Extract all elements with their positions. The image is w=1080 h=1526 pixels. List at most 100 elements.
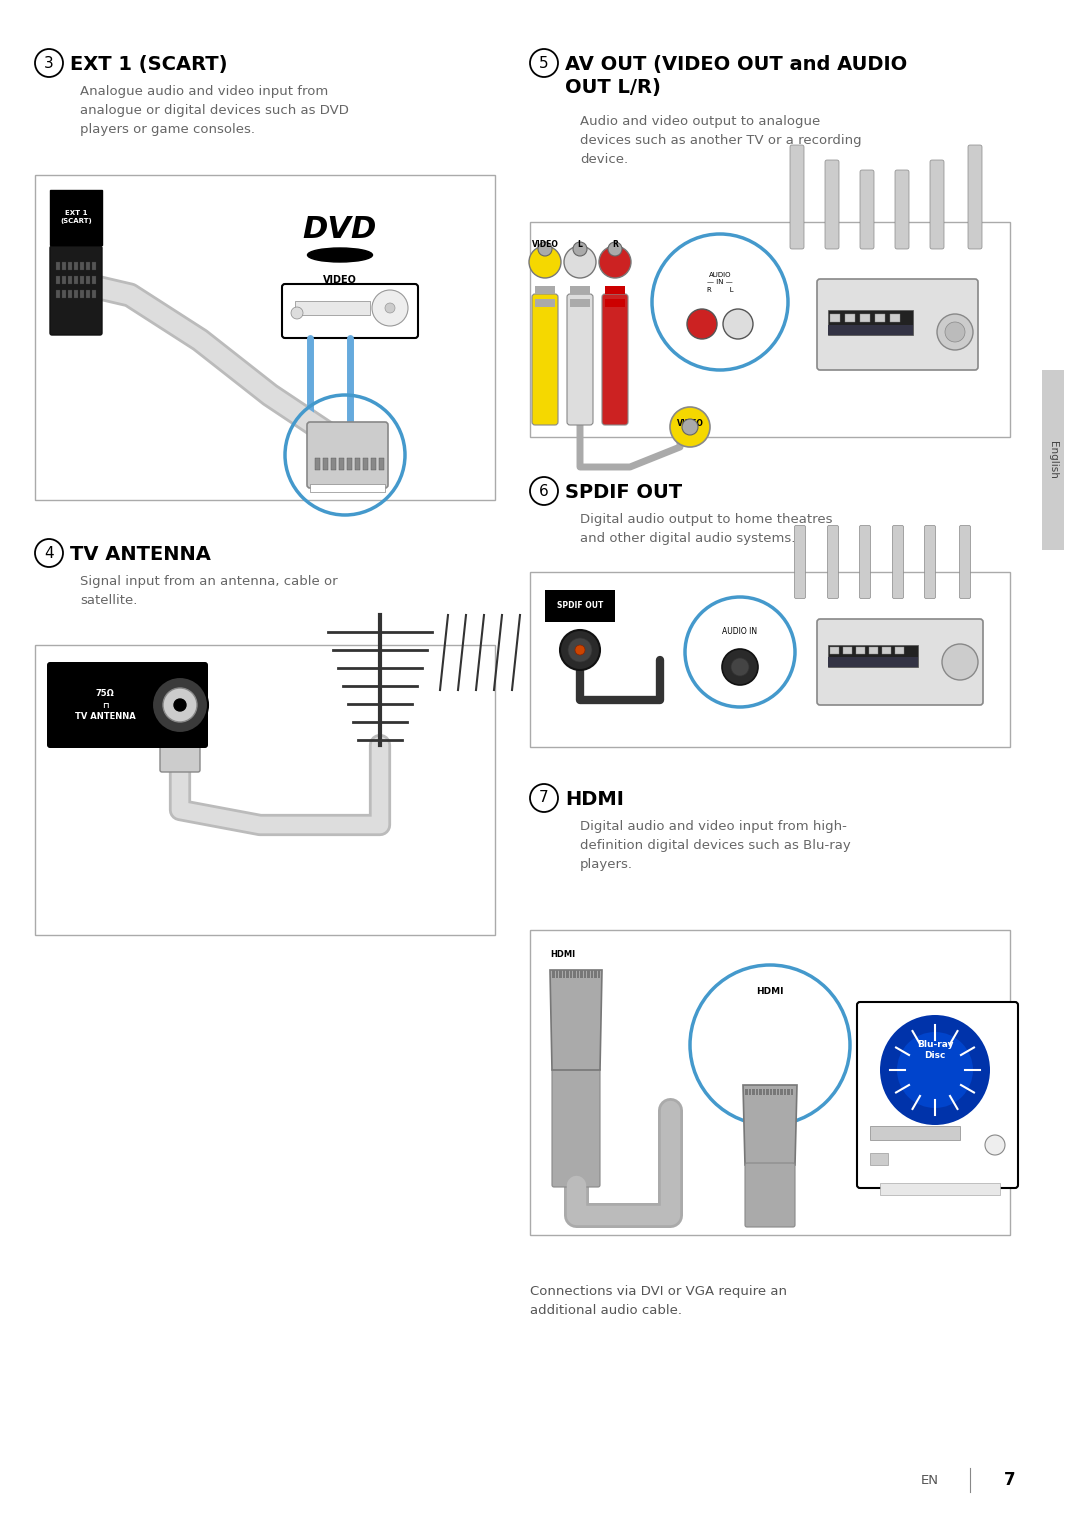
Circle shape — [723, 649, 758, 685]
Bar — [62, 262, 66, 270]
Bar — [831, 647, 839, 655]
Text: EXT 1 (SCART): EXT 1 (SCART) — [70, 55, 228, 73]
Bar — [882, 647, 891, 655]
Circle shape — [945, 322, 966, 342]
Bar — [552, 971, 554, 978]
Circle shape — [937, 314, 973, 349]
Circle shape — [573, 243, 588, 256]
FancyBboxPatch shape — [795, 525, 806, 598]
Text: DVD: DVD — [302, 215, 377, 244]
Circle shape — [897, 1032, 973, 1108]
Bar — [56, 290, 60, 298]
Bar — [895, 647, 904, 655]
Text: EXT 1
(SCART): EXT 1 (SCART) — [60, 211, 92, 224]
Bar — [870, 1126, 960, 1140]
Bar — [570, 285, 590, 295]
Circle shape — [681, 420, 698, 435]
Circle shape — [731, 658, 750, 676]
Circle shape — [529, 246, 561, 278]
FancyBboxPatch shape — [282, 284, 418, 337]
Bar — [68, 290, 72, 298]
Bar — [569, 971, 572, 978]
Bar — [535, 299, 555, 307]
Bar — [355, 458, 360, 470]
Text: 3: 3 — [44, 55, 54, 70]
Text: Audio and video output to analogue
devices such as another TV or a recording
dev: Audio and video output to analogue devic… — [580, 114, 862, 166]
Bar — [828, 310, 913, 336]
Bar — [86, 276, 90, 284]
Bar — [766, 1090, 769, 1096]
Bar — [880, 1183, 1000, 1195]
Bar — [752, 1090, 755, 1096]
Bar — [870, 1154, 888, 1164]
Polygon shape — [550, 971, 602, 1070]
FancyBboxPatch shape — [816, 620, 983, 705]
FancyBboxPatch shape — [892, 525, 904, 598]
Bar — [555, 971, 558, 978]
Bar — [588, 971, 590, 978]
Bar — [597, 971, 600, 978]
FancyBboxPatch shape — [924, 525, 935, 598]
Circle shape — [564, 246, 596, 278]
Bar — [745, 1090, 747, 1096]
Bar — [545, 591, 615, 623]
Bar — [68, 262, 72, 270]
Circle shape — [561, 630, 600, 670]
Circle shape — [599, 246, 631, 278]
FancyBboxPatch shape — [895, 169, 909, 249]
FancyBboxPatch shape — [530, 572, 1010, 748]
Bar — [80, 290, 84, 298]
Bar — [759, 1090, 761, 1096]
Bar — [591, 971, 593, 978]
Text: 7: 7 — [1004, 1471, 1016, 1489]
Bar — [780, 1090, 783, 1096]
Bar — [75, 276, 78, 284]
Circle shape — [538, 243, 552, 256]
Bar — [769, 1090, 772, 1096]
Bar — [92, 262, 96, 270]
Bar — [762, 1090, 765, 1096]
Bar — [828, 645, 918, 667]
Bar — [875, 314, 885, 322]
FancyBboxPatch shape — [307, 423, 388, 488]
Bar — [583, 971, 586, 978]
Circle shape — [152, 678, 208, 732]
Text: L: L — [578, 240, 582, 249]
Bar — [828, 658, 918, 667]
Bar — [773, 1090, 775, 1096]
Text: SPDIF OUT: SPDIF OUT — [557, 601, 604, 610]
FancyBboxPatch shape — [567, 295, 593, 426]
Text: Signal input from an antenna, cable or
satellite.: Signal input from an antenna, cable or s… — [80, 575, 338, 607]
FancyBboxPatch shape — [552, 1068, 600, 1187]
Bar — [86, 262, 90, 270]
Bar — [860, 314, 870, 322]
Bar — [577, 971, 579, 978]
Text: 75Ω
⊓
TV ANTENNA: 75Ω ⊓ TV ANTENNA — [75, 688, 135, 722]
Text: HDMI: HDMI — [565, 790, 624, 809]
Bar — [330, 458, 336, 470]
Bar — [573, 971, 576, 978]
Bar — [75, 262, 78, 270]
Bar — [56, 276, 60, 284]
FancyBboxPatch shape — [968, 145, 982, 249]
Ellipse shape — [308, 249, 373, 262]
Bar — [831, 314, 840, 322]
Bar — [323, 458, 328, 470]
FancyBboxPatch shape — [860, 169, 874, 249]
Circle shape — [942, 644, 978, 681]
Text: R: R — [612, 240, 618, 249]
Text: TV ANTENNA: TV ANTENNA — [70, 545, 211, 565]
Bar — [791, 1090, 793, 1096]
Circle shape — [174, 699, 186, 711]
Bar — [310, 484, 384, 491]
Bar — [828, 325, 913, 336]
Circle shape — [568, 638, 592, 662]
Bar — [566, 971, 568, 978]
Bar — [80, 262, 84, 270]
Text: AUDIO IN: AUDIO IN — [723, 627, 757, 636]
FancyBboxPatch shape — [602, 295, 627, 426]
Circle shape — [291, 307, 303, 319]
Text: 4: 4 — [44, 545, 54, 560]
Circle shape — [687, 308, 717, 339]
Text: Digital audio output to home theatres
and other digital audio systems.: Digital audio output to home theatres an… — [580, 513, 833, 545]
